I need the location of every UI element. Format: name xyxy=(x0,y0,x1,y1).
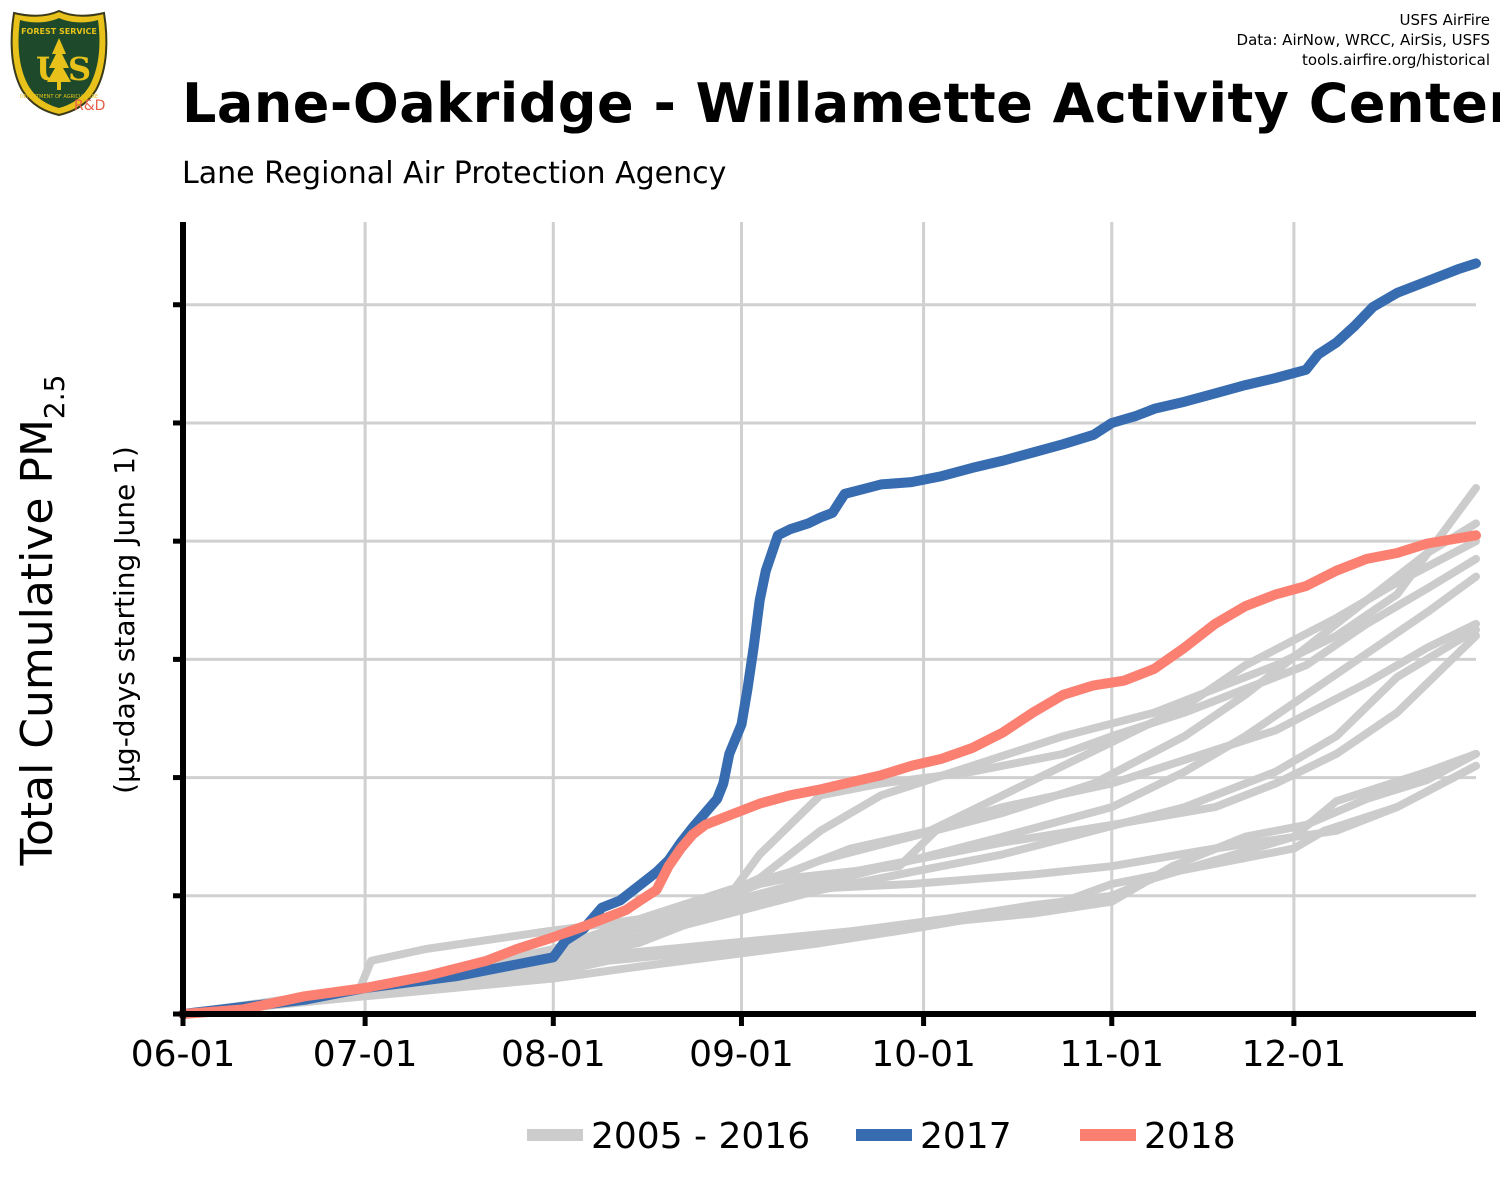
series-line-historical xyxy=(179,537,1480,1018)
forest-service-logo: FOREST SERVICE U S DEPARTMENT OF AGRICUL… xyxy=(10,9,108,117)
logo-text-top: FOREST SERVICE xyxy=(21,27,97,36)
x-axis-ticks: 06-01 07-01 08-01 09-01 10-01 11-01 12-01 xyxy=(131,1014,1346,1075)
x-tick-label: 06-01 xyxy=(131,1034,236,1075)
logo-text-bottom: DEPARTMENT OF AGRICULTURE xyxy=(20,94,98,100)
axes xyxy=(173,222,1476,1018)
series-line-historical xyxy=(179,625,1480,1018)
series-line-historical xyxy=(179,761,1480,1018)
chart-title: Lane-Oakridge - Willamette Activity Cent… xyxy=(182,72,1500,135)
series-line-historical xyxy=(179,749,1480,1018)
credit-line: USFS AirFire xyxy=(1399,11,1490,29)
credit-line: tools.airfire.org/historical xyxy=(1302,51,1490,69)
legend-label: 2005 - 2016 xyxy=(591,1116,810,1157)
y-axis-label-group: Total Cumulative PM2.5 (µg-days starting… xyxy=(12,375,141,867)
x-tick-label: 11-01 xyxy=(1059,1034,1164,1075)
chart-subtitle: Lane Regional Air Protection Agency xyxy=(182,156,727,191)
y-axis-units: (µg-days starting June 1) xyxy=(108,446,141,794)
series-historical xyxy=(179,484,1480,1018)
svg-text:S: S xyxy=(68,50,91,88)
series-line-2017 xyxy=(178,258,1481,1019)
y-axis-label: Total Cumulative PM2.5 xyxy=(12,375,71,867)
x-tick-label: 09-01 xyxy=(689,1034,794,1075)
credits: USFS AirFire Data: AirNow, WRCC, AirSis,… xyxy=(1237,10,1490,70)
y-axis-label-subscript: 2.5 xyxy=(38,375,71,420)
x-tick-label: 07-01 xyxy=(313,1034,418,1075)
series-line-2018 xyxy=(178,530,1481,1019)
logo-tag: R&D xyxy=(74,98,106,114)
x-tick-label: 08-01 xyxy=(501,1034,606,1075)
x-tick-label: 12-01 xyxy=(1242,1034,1347,1075)
x-tick-label: 10-01 xyxy=(871,1034,976,1075)
grid xyxy=(183,222,1476,1014)
legend-label: 2017 xyxy=(920,1116,1012,1157)
credit-line: Data: AirNow, WRCC, AirSis, USFS xyxy=(1236,31,1490,49)
series-highlight xyxy=(178,258,1481,1019)
legend: 2005 - 2016 2017 2018 xyxy=(527,1116,1236,1157)
legend-label: 2018 xyxy=(1144,1116,1236,1157)
tree-icon xyxy=(47,38,71,90)
